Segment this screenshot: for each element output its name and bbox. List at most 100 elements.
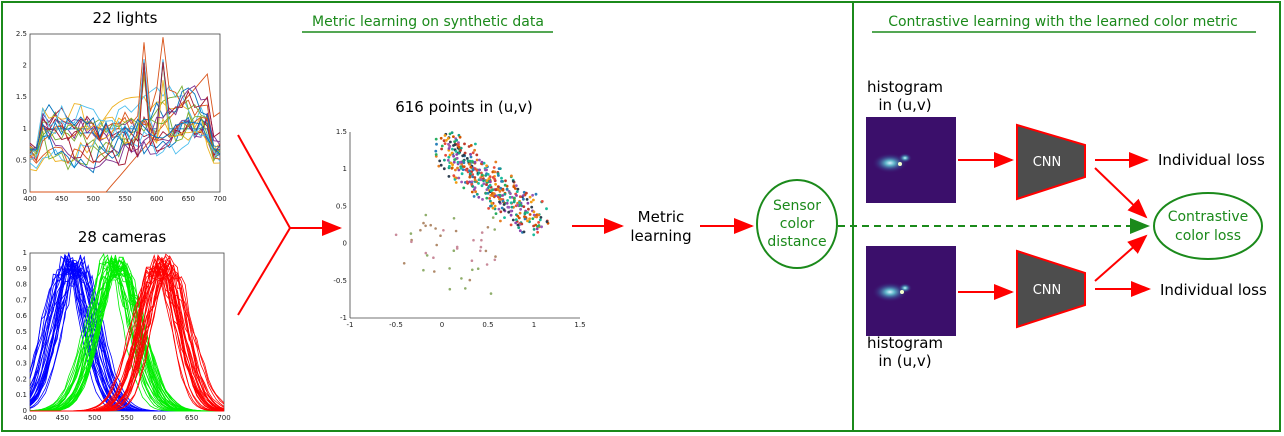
uv-point <box>500 206 504 210</box>
sensor-node-line-2: color <box>780 216 815 232</box>
uv-point <box>528 195 532 199</box>
uv-point <box>534 223 538 227</box>
uv-point <box>532 213 536 217</box>
uv-point <box>522 230 526 234</box>
uv-point <box>485 263 489 266</box>
lights-x-tick: 700 <box>213 195 226 203</box>
uv-point <box>485 164 488 168</box>
uv-point <box>532 228 536 231</box>
uv-point <box>518 195 522 199</box>
uv-point <box>486 226 490 229</box>
uv-point <box>519 207 522 211</box>
uv-point <box>507 205 511 209</box>
uv-point <box>516 187 520 191</box>
scatter-y-tick: 0 <box>343 240 347 248</box>
uv-point <box>443 142 447 146</box>
uv-point <box>483 168 487 172</box>
uv-point <box>537 221 540 224</box>
uv-point <box>469 144 473 147</box>
uv-point <box>536 230 539 234</box>
uv-point <box>457 151 461 155</box>
uv-point <box>474 142 477 146</box>
uv-point <box>443 134 447 137</box>
cameras-plot-title: 28 cameras <box>78 228 166 246</box>
uv-point <box>518 201 521 204</box>
uv-point <box>486 191 490 195</box>
uv-point <box>448 132 452 136</box>
uv-point <box>518 211 522 215</box>
scatter-x-tick: -0.5 <box>389 321 403 329</box>
cameras-x-tick: 400 <box>23 414 36 422</box>
uv-point <box>513 196 516 200</box>
uv-point <box>497 188 500 192</box>
scatter-y-tick: 1 <box>343 165 347 173</box>
cameras-y-tick: 1 <box>23 249 27 257</box>
uv-point <box>450 166 454 170</box>
uv-point <box>471 268 474 272</box>
uv-point <box>402 262 406 265</box>
uv-point <box>493 177 497 181</box>
left-section-title: Metric learning on synthetic data <box>312 14 544 30</box>
uv-point <box>455 153 459 156</box>
uv-point <box>468 175 472 179</box>
uv-point <box>535 213 539 217</box>
uv-point <box>394 233 398 237</box>
uv-point <box>481 198 484 201</box>
uv-point <box>447 155 451 159</box>
uv-point <box>454 150 458 153</box>
uv-point <box>499 210 503 214</box>
uv-point <box>517 216 521 220</box>
uv-point <box>538 218 542 222</box>
scatter-y-tick: -0.5 <box>333 277 347 285</box>
uv-point <box>442 167 446 171</box>
uv-point <box>507 210 511 214</box>
camera-sensitivity-curve <box>30 271 224 412</box>
uv-point <box>500 176 503 180</box>
uv-point <box>473 148 476 152</box>
uv-point <box>497 207 501 211</box>
uv-point <box>488 183 492 187</box>
uv-point <box>531 217 535 221</box>
uv-point <box>487 207 490 210</box>
uv-point <box>526 211 529 214</box>
light-spectrum-curve <box>29 37 221 165</box>
uv-point <box>475 153 479 157</box>
uv-point <box>510 195 514 199</box>
light-spectrum-curve <box>29 59 221 161</box>
uv-point <box>532 198 535 202</box>
uv-point <box>514 221 518 225</box>
metric-learning-label-2: learning <box>630 227 691 245</box>
uv-point <box>469 172 472 176</box>
uv-point <box>471 151 475 155</box>
cnn-bottom-label: CNN <box>1033 283 1062 298</box>
uv-point <box>522 197 525 201</box>
histogram-bottom-image <box>866 246 956 336</box>
uv-point <box>454 181 458 184</box>
uv-point <box>494 194 498 198</box>
cameras-x-tick: 650 <box>185 414 198 422</box>
uv-point <box>523 215 526 219</box>
uv-point <box>501 188 505 192</box>
uv-point <box>468 162 471 166</box>
uv-point <box>449 140 452 144</box>
uv-point <box>433 270 436 273</box>
uv-point <box>457 168 461 172</box>
uv-point <box>480 173 484 177</box>
camera-sensitivity-curve <box>29 256 224 412</box>
uv-point <box>463 142 466 146</box>
uv-point <box>442 139 446 143</box>
cameras-y-tick: 0.8 <box>16 281 27 289</box>
light-spectrum-curve <box>29 61 221 158</box>
uv-point <box>440 144 444 148</box>
uv-point <box>451 147 454 151</box>
uv-point <box>489 180 492 184</box>
uv-point <box>489 292 493 295</box>
uv-point <box>459 146 463 150</box>
uv-point <box>489 204 492 208</box>
right-section-title: Contrastive learning with the learned co… <box>888 14 1238 30</box>
uv-point <box>424 213 428 217</box>
histogram-top-label-2: in (u,v) <box>878 96 931 114</box>
uv-point <box>439 234 442 237</box>
